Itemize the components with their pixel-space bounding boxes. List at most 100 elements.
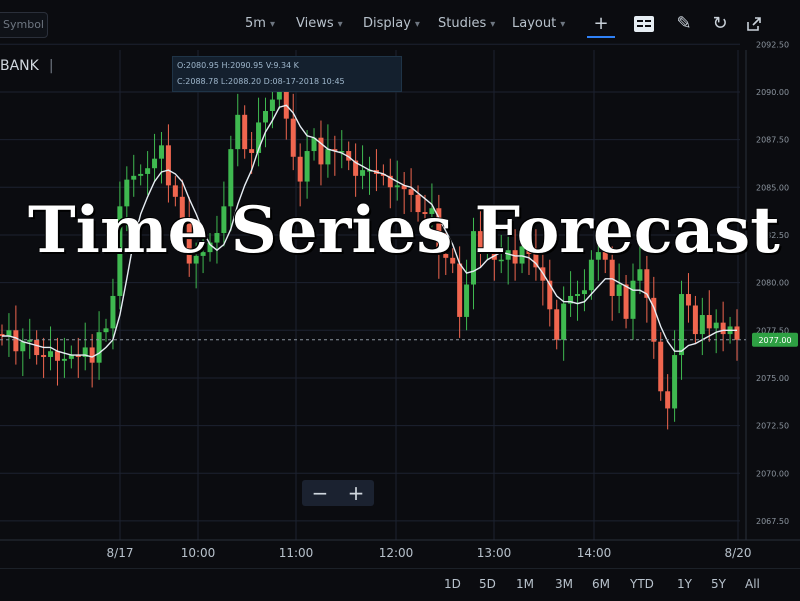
- candle-body: [464, 284, 470, 317]
- refresh-icon[interactable]: ↻: [712, 13, 728, 34]
- ticker-label: BANK |: [0, 58, 54, 74]
- zoom-in-icon[interactable]: +: [347, 481, 365, 505]
- candle-body: [679, 294, 685, 356]
- zoom-control: − +: [302, 480, 374, 506]
- symbol-search-input[interactable]: Symbol: [0, 12, 48, 38]
- interval-dropdown[interactable]: 5m ▾: [245, 12, 275, 36]
- views-dropdown[interactable]: Views ▾: [296, 12, 343, 36]
- candle-body: [637, 269, 643, 281]
- candle-body: [685, 294, 691, 306]
- candle-body: [401, 185, 407, 190]
- candle-body: [48, 351, 54, 357]
- ohlc-tooltip: O:2080.95 H:2090.95 V:9.34 K C:2088.78 L…: [172, 56, 402, 92]
- candle-body: [68, 355, 74, 359]
- candle-body: [152, 158, 158, 169]
- candle-body: [242, 114, 248, 150]
- candle-body: [360, 170, 366, 176]
- candle-body: [138, 173, 144, 176]
- candle-body: [484, 250, 490, 252]
- ticker-separator: |: [48, 58, 54, 74]
- candle-body: [193, 255, 199, 264]
- zoom-out-icon[interactable]: −: [311, 481, 329, 505]
- candle-body: [179, 196, 185, 222]
- candle-body: [124, 179, 130, 207]
- candle-body: [505, 250, 511, 260]
- x-tick-label: 10:00: [181, 546, 216, 560]
- studies-dropdown[interactable]: Studies ▾: [438, 12, 495, 36]
- candle-body: [54, 351, 60, 361]
- range-button[interactable]: 5Y: [711, 577, 726, 591]
- layout-label: Layout: [512, 16, 557, 31]
- range-button[interactable]: 3M: [555, 577, 573, 591]
- range-button[interactable]: 5D: [479, 577, 496, 591]
- display-dropdown[interactable]: Display ▾: [363, 12, 420, 36]
- current-price-badge: [752, 332, 798, 347]
- candle-body: [332, 149, 338, 152]
- candle-body: [575, 294, 581, 296]
- interval-label: 5m: [245, 16, 266, 31]
- chevron-down-icon: ▾: [490, 19, 496, 30]
- range-button[interactable]: YTD: [630, 577, 654, 591]
- crosshair-icon[interactable]: +: [587, 10, 615, 38]
- candle-body: [568, 295, 574, 304]
- range-button[interactable]: 1D: [444, 577, 461, 591]
- candle-body: [297, 156, 303, 182]
- candle-body: [665, 391, 671, 409]
- candle-body: [110, 295, 116, 329]
- candle-body: [429, 208, 435, 214]
- y-tick-label: 2087.50: [756, 136, 789, 145]
- candle-body: [346, 151, 352, 161]
- candle-body: [96, 332, 102, 363]
- pencil-icon[interactable]: ✎: [676, 13, 692, 34]
- layout-dropdown[interactable]: Layout ▾: [512, 12, 565, 36]
- candle-body: [269, 99, 275, 112]
- range-button[interactable]: All: [745, 577, 760, 591]
- symbol-placeholder: Symbol: [3, 18, 44, 31]
- range-button[interactable]: 6M: [592, 577, 610, 591]
- range-button[interactable]: 1M: [516, 577, 534, 591]
- candle-body: [61, 358, 67, 361]
- candle-body: [262, 111, 268, 123]
- candle-body: [89, 347, 95, 363]
- candle-body: [588, 259, 594, 291]
- views-label: Views: [296, 16, 334, 31]
- candle-body: [82, 347, 88, 357]
- range-bar: 1D 5D 1M 3M 6M YTD 1Y 5Y All: [0, 568, 800, 601]
- chevron-down-icon: ▾: [269, 19, 275, 30]
- candle-body: [519, 246, 525, 264]
- candle-body: [145, 168, 151, 174]
- y-tick-label: 2085.00: [756, 183, 789, 192]
- range-button[interactable]: 1Y: [677, 577, 692, 591]
- candle-body: [422, 212, 428, 214]
- candle-body: [367, 170, 372, 172]
- chevron-down-icon: ▾: [337, 19, 343, 30]
- candle-body: [186, 221, 192, 264]
- x-tick-label: 11:00: [279, 546, 314, 560]
- candle-body: [491, 250, 497, 260]
- y-tick-label: 2077.50: [756, 326, 789, 335]
- candle-body: [41, 355, 47, 357]
- candle-body: [699, 315, 705, 335]
- candle-body: [644, 269, 650, 298]
- chevron-down-icon: ▾: [560, 19, 566, 30]
- candle-body: [609, 259, 615, 296]
- candle-body: [290, 118, 296, 157]
- candle-body: [498, 259, 504, 262]
- candle-body: [380, 173, 386, 176]
- candle-body: [561, 303, 567, 340]
- display-label: Display: [363, 16, 411, 31]
- candle-body: [547, 280, 553, 310]
- ohlc-line-1: O:2080.95 H:2090.95 V:9.34 K: [177, 61, 299, 70]
- candle-body: [249, 149, 255, 153]
- table-view-icon[interactable]: [630, 10, 658, 38]
- candle-body: [325, 149, 331, 165]
- ticker-symbol: BANK: [0, 58, 39, 74]
- candle-body: [235, 114, 241, 150]
- candle-body: [256, 122, 262, 153]
- candle-body: [200, 252, 206, 256]
- candle-body: [630, 280, 636, 319]
- share-icon[interactable]: [740, 10, 768, 38]
- candle-body: [602, 252, 608, 260]
- candle-body: [623, 284, 629, 319]
